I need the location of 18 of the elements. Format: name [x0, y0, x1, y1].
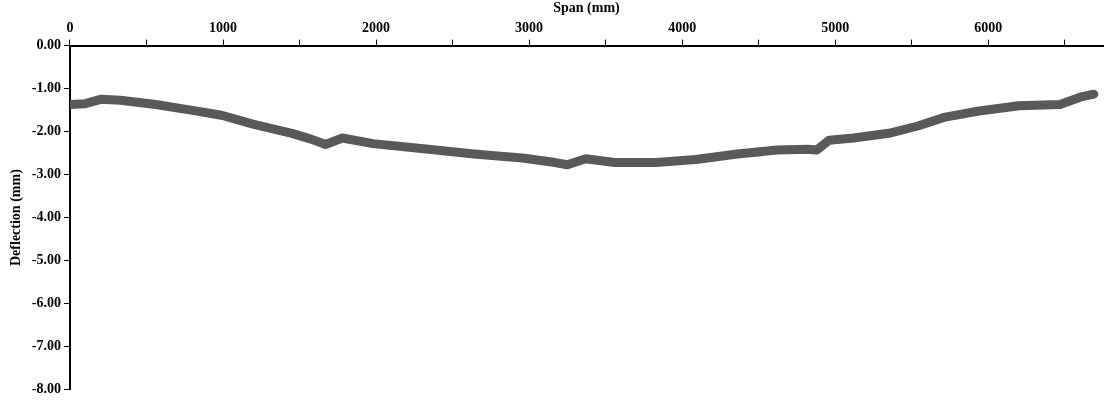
x-tick-label: 6000 [974, 19, 1003, 35]
y-tick-label: -8.00 [31, 381, 61, 397]
y-tick-label: -1.00 [31, 80, 61, 96]
y-tick-label: -4.00 [31, 209, 61, 225]
x-tick-label: 1000 [209, 19, 237, 35]
y-tick-label: -3.00 [31, 166, 61, 182]
y-axis-title: Deflection (mm) [8, 168, 25, 266]
x-tick-label: 4000 [668, 19, 697, 35]
x-tick-label: 5000 [821, 19, 850, 35]
x-tick-label: 3000 [515, 19, 544, 35]
x-tick-label: 0 [66, 19, 74, 35]
x-axis-title: Span (mm) [553, 0, 621, 17]
y-tick-label: -2.00 [31, 123, 61, 139]
y-tick-label: -6.00 [31, 295, 61, 311]
x-tick-label: 2000 [362, 19, 391, 35]
y-tick-label: -5.00 [31, 252, 61, 268]
y-tick-label: -7.00 [31, 338, 61, 354]
y-tick-label: 0.00 [36, 37, 61, 53]
